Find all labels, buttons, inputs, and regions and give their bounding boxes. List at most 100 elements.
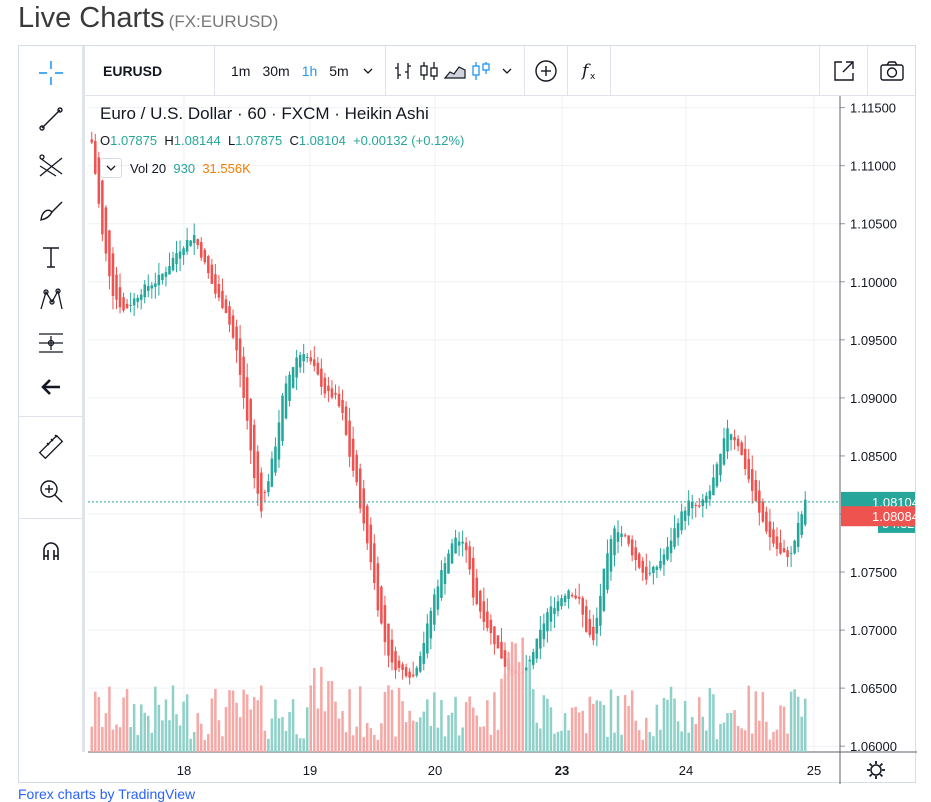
high-label: H bbox=[164, 133, 174, 148]
candle-body bbox=[461, 541, 464, 544]
volume-bar bbox=[260, 685, 263, 752]
volume-bar bbox=[493, 692, 496, 752]
volume-bar bbox=[482, 726, 486, 752]
candle-body bbox=[245, 377, 249, 421]
candle-body bbox=[90, 139, 94, 143]
candle-body bbox=[475, 577, 479, 605]
measure-icon[interactable] bbox=[33, 328, 69, 358]
heikin-ashi-icon[interactable] bbox=[468, 58, 494, 84]
y-tick-label: 1.09000 bbox=[850, 391, 897, 406]
volume-bar bbox=[683, 701, 687, 752]
volume-bar bbox=[221, 736, 224, 752]
volume-bar bbox=[782, 706, 786, 752]
chevron-down-icon[interactable] bbox=[355, 58, 381, 84]
volume-bar bbox=[365, 723, 369, 752]
candle-body bbox=[320, 368, 323, 387]
gear-icon[interactable] bbox=[867, 761, 885, 779]
candle-body bbox=[563, 595, 567, 603]
volume-bar bbox=[489, 734, 493, 752]
volume-bar bbox=[673, 698, 676, 752]
candle-body bbox=[471, 557, 475, 598]
volume-bar bbox=[316, 708, 320, 752]
volume-bar bbox=[288, 711, 291, 752]
ruler-icon[interactable] bbox=[33, 432, 69, 462]
candle-body bbox=[440, 570, 443, 598]
symbol-search[interactable]: EURUSD bbox=[85, 46, 215, 95]
camera-icon[interactable] bbox=[867, 46, 915, 95]
tradingview-link[interactable]: Forex charts by TradingView bbox=[18, 786, 196, 802]
volume-bar bbox=[659, 729, 662, 752]
candle-body bbox=[274, 446, 277, 473]
volume-bar bbox=[111, 729, 115, 752]
y-tick-label: 1.08500 bbox=[850, 449, 897, 464]
volume-bar bbox=[157, 704, 161, 752]
trend-line-icon[interactable] bbox=[33, 104, 69, 134]
candle-body bbox=[260, 472, 263, 512]
candle-body bbox=[613, 528, 616, 556]
brush-icon[interactable] bbox=[33, 196, 69, 226]
volume-bar bbox=[369, 728, 373, 752]
candle-body bbox=[376, 563, 380, 611]
compare-add-icon[interactable] bbox=[529, 58, 563, 84]
candle-body bbox=[532, 652, 535, 665]
volume-bar bbox=[309, 685, 313, 752]
candle-body bbox=[602, 568, 606, 611]
price-chart[interactable]: 1.11500 1.11000 1.10500 1.10000 1.09500 1.090… bbox=[19, 46, 917, 784]
candle-body bbox=[652, 566, 655, 574]
chart-legend-title: Euro / U.S. Dollar · 60 · FXCM · Heikin … bbox=[100, 104, 429, 123]
candle-body bbox=[436, 586, 440, 610]
y-tick-label: 1.06000 bbox=[850, 739, 897, 754]
fullscreen-icon[interactable] bbox=[819, 46, 867, 95]
candle-body bbox=[344, 406, 348, 435]
candle-body bbox=[705, 495, 708, 503]
interval-5m[interactable]: 5m bbox=[329, 62, 349, 79]
candle-body bbox=[733, 437, 736, 441]
volume-bar bbox=[486, 700, 489, 752]
volume-bar bbox=[185, 694, 189, 752]
candles-style-icon[interactable] bbox=[416, 58, 442, 84]
volume-bar bbox=[468, 696, 471, 752]
volume-bar bbox=[736, 725, 740, 752]
fib-icon[interactable] bbox=[33, 150, 69, 180]
candle-body bbox=[789, 552, 793, 554]
volume-bar bbox=[196, 713, 199, 752]
volume-bar bbox=[750, 733, 754, 752]
x-tick-label: 23 bbox=[555, 763, 569, 778]
x-tick-label: 18 bbox=[177, 763, 191, 778]
interval-1m[interactable]: 1m bbox=[231, 62, 251, 79]
svg-text:f: f bbox=[580, 61, 591, 81]
y-tick-label: 1.10000 bbox=[850, 275, 897, 290]
last-price-label: 1.08104 bbox=[872, 495, 917, 510]
volume-bar bbox=[634, 720, 637, 752]
volume-bar bbox=[528, 661, 532, 752]
candle-body bbox=[136, 297, 139, 302]
area-style-icon[interactable] bbox=[442, 58, 468, 84]
back-arrow-icon[interactable] bbox=[33, 372, 69, 402]
chevron-down-icon[interactable] bbox=[100, 158, 122, 178]
volume-bar bbox=[676, 721, 680, 752]
volume-bar bbox=[669, 686, 673, 752]
interval-1h[interactable]: 1h bbox=[301, 62, 318, 79]
volume-bar bbox=[595, 700, 599, 752]
text-icon[interactable] bbox=[33, 242, 69, 272]
volume-bar bbox=[192, 731, 196, 752]
candle-body bbox=[252, 424, 256, 479]
bars-style-icon[interactable] bbox=[390, 58, 416, 84]
chevron-down-icon[interactable] bbox=[494, 58, 520, 84]
candle-body bbox=[270, 458, 274, 487]
interval-30m[interactable]: 30m bbox=[262, 62, 290, 79]
volume-bar bbox=[429, 725, 433, 752]
volume-bar bbox=[775, 729, 779, 752]
zoom-in-icon[interactable] bbox=[33, 476, 69, 506]
magnet-icon[interactable] bbox=[33, 536, 69, 566]
pattern-icon[interactable] bbox=[33, 284, 69, 314]
crosshair-icon[interactable] bbox=[33, 58, 69, 88]
volume-bar bbox=[182, 701, 185, 752]
candle-body bbox=[295, 357, 298, 378]
candle-body bbox=[334, 392, 337, 395]
volume-bar bbox=[330, 681, 334, 752]
volume-bar bbox=[461, 727, 464, 752]
candle-body bbox=[143, 284, 147, 298]
volume-bar bbox=[362, 737, 365, 752]
